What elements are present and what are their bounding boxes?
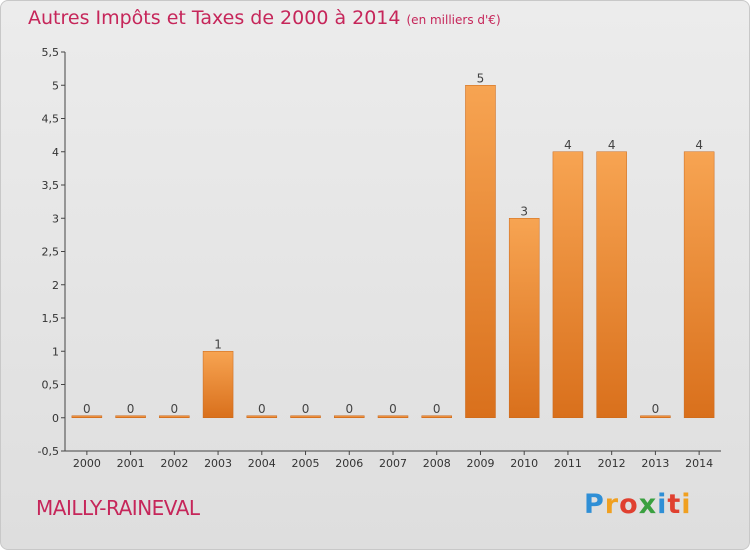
bar — [115, 415, 146, 418]
bar — [465, 85, 496, 418]
bar — [159, 415, 190, 418]
logo-letter: i — [681, 489, 692, 520]
x-tick-label: 2010 — [510, 457, 538, 470]
x-tick-label: 2012 — [598, 457, 626, 470]
data-label: 0 — [652, 402, 660, 416]
bar — [334, 415, 365, 418]
y-tick-label: -0,5 — [38, 445, 59, 458]
bar — [683, 151, 715, 418]
data-label: 0 — [258, 402, 266, 416]
proxiti-logo: Proxiti — [584, 489, 692, 520]
y-tick-label: 5,5 — [42, 46, 60, 59]
data-label: 4 — [695, 138, 703, 152]
x-tick-label: 2013 — [641, 457, 669, 470]
chart-subtitle: (en milliers d'€) — [406, 13, 501, 27]
data-label: 3 — [520, 204, 528, 218]
data-label: 4 — [608, 138, 616, 152]
bar — [71, 415, 103, 418]
data-label: 0 — [302, 402, 310, 416]
y-tick-label: 0 — [52, 412, 59, 425]
x-tick-label: 2005 — [292, 457, 320, 470]
data-label: 4 — [564, 138, 572, 152]
bar — [596, 151, 627, 418]
y-tick-label: 3 — [52, 212, 59, 225]
y-tick-label: 0,5 — [42, 379, 60, 392]
x-tick-label: 2008 — [423, 457, 451, 470]
x-tick-label: 2014 — [685, 457, 713, 470]
logo-letter: r — [604, 489, 620, 520]
x-tick-label: 2001 — [117, 457, 145, 470]
data-label: 0 — [171, 402, 179, 416]
y-tick-label: 4 — [52, 146, 59, 159]
y-tick-label: 2 — [52, 279, 59, 292]
data-label: 0 — [127, 402, 135, 416]
logo-letter: o — [619, 489, 639, 520]
bar — [421, 415, 452, 418]
chart-title: Autres Impôts et Taxes de 2000 à 2014 — [28, 7, 401, 29]
bar — [202, 351, 234, 418]
bar — [377, 415, 409, 418]
x-tick-label: 2003 — [204, 457, 232, 470]
y-tick-label: 5 — [52, 79, 59, 92]
data-label: 0 — [83, 402, 91, 416]
y-tick-label: 2,5 — [42, 246, 60, 259]
y-tick-label: 3,5 — [42, 179, 60, 192]
bar — [552, 151, 584, 418]
y-tick-label: 1,5 — [42, 312, 60, 325]
x-tick-label: 2007 — [379, 457, 407, 470]
bar — [508, 218, 540, 418]
data-label: 5 — [477, 71, 485, 85]
logo-letter: t — [667, 489, 682, 520]
x-tick-label: 2004 — [248, 457, 276, 470]
logo-letter: P — [584, 489, 605, 520]
x-tick-label: 2009 — [466, 457, 494, 470]
data-label: 0 — [433, 402, 441, 416]
x-tick-label: 2002 — [160, 457, 188, 470]
bar — [640, 415, 671, 418]
commune-name: MAILLY-RAINEVAL — [36, 496, 200, 520]
x-tick-label: 2006 — [335, 457, 363, 470]
logo-letter: i — [657, 489, 668, 520]
data-label: 0 — [345, 402, 353, 416]
data-label: 0 — [389, 402, 397, 416]
y-tick-label: 4,5 — [42, 113, 60, 126]
x-tick-label: 2011 — [554, 457, 582, 470]
y-tick-label: 1 — [52, 345, 59, 358]
bar — [246, 415, 278, 418]
bar — [290, 415, 321, 418]
chart-title-block: Autres Impôts et Taxes de 2000 à 2014 (en… — [28, 7, 501, 29]
x-tick-label: 2000 — [73, 457, 101, 470]
logo-letter: x — [638, 489, 658, 520]
data-label: 1 — [214, 337, 222, 351]
